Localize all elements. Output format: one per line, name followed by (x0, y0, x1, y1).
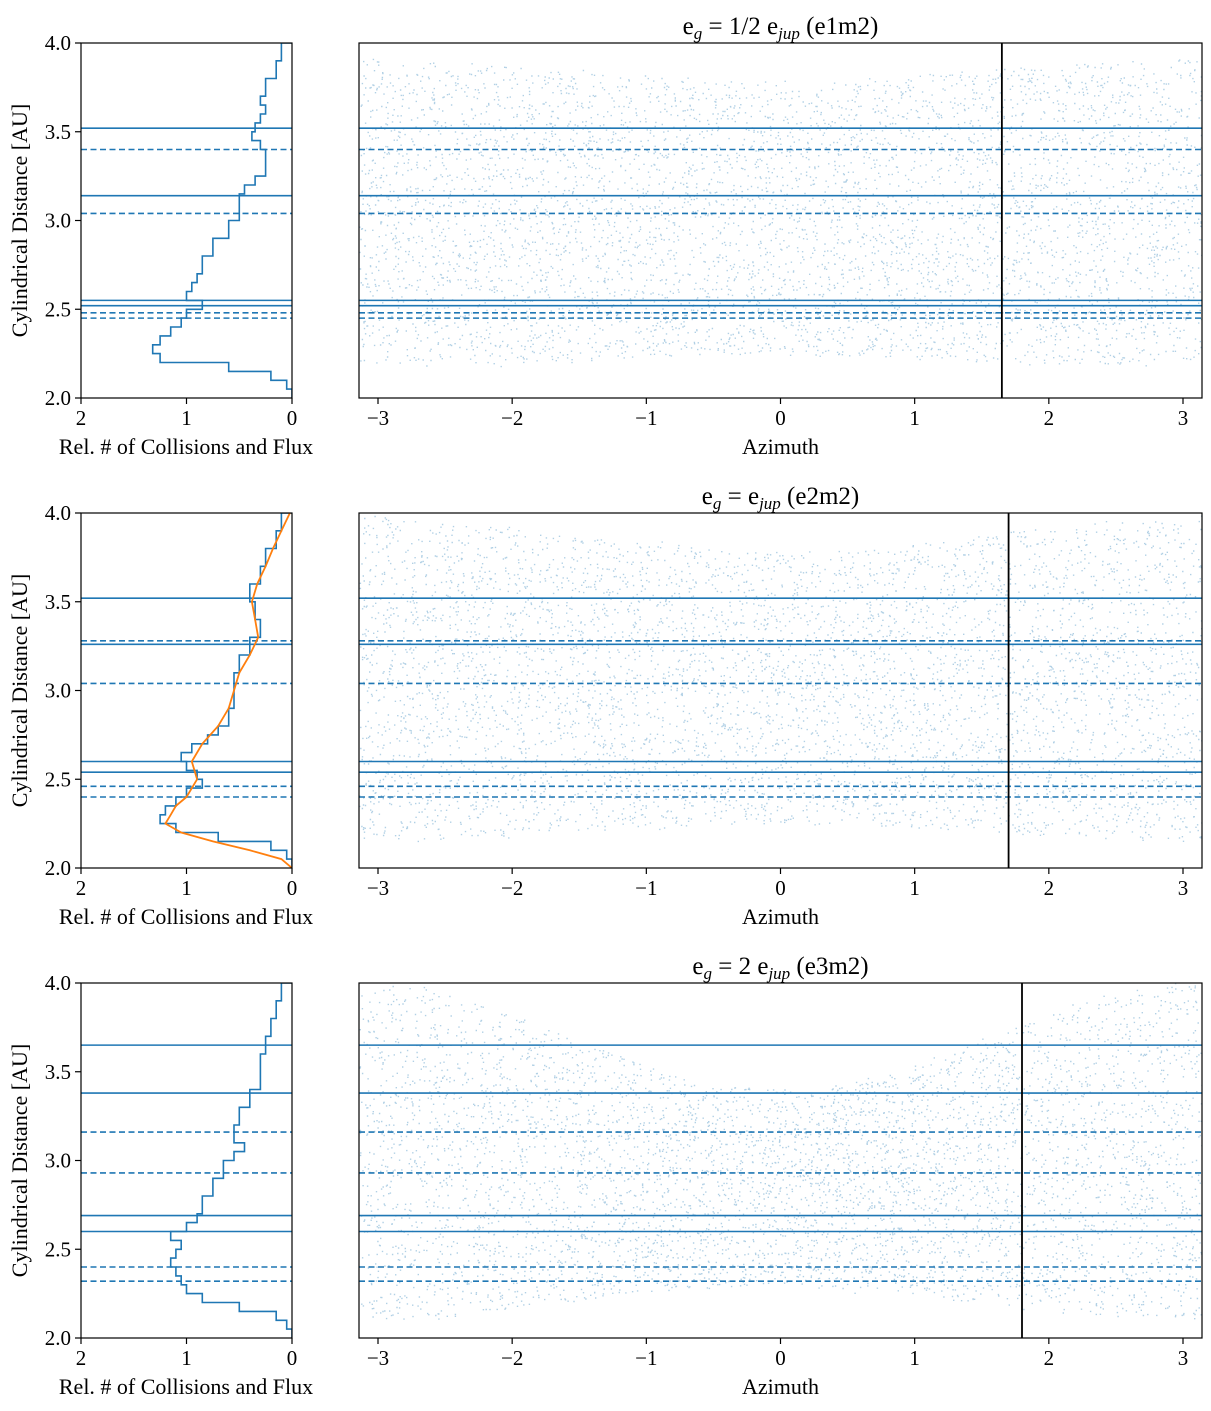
x-tick-label: 0 (287, 1346, 298, 1370)
x-tick-label: −2 (501, 1346, 523, 1370)
y-tick-label: 3.0 (45, 1149, 71, 1173)
y-tick-label: 2.5 (45, 297, 71, 321)
y-axis-label: Cylindrical Distance [AU] (7, 1044, 32, 1277)
y-tick-label: 3.0 (45, 679, 71, 703)
y-tick-label: 3.5 (45, 120, 71, 144)
y-tick-label: 3.0 (45, 209, 71, 233)
y-tick-label: 4.0 (45, 971, 71, 995)
x-tick-label: 2 (76, 1346, 87, 1370)
y-tick-label: 2.0 (45, 1326, 71, 1350)
y-tick-label: 4.0 (45, 31, 71, 55)
x-tick-label: 1 (181, 876, 192, 900)
plot-area (359, 513, 1202, 868)
x-tick-label: 1 (181, 1346, 192, 1370)
x-tick-label: −1 (635, 876, 657, 900)
panel-title: eg = 1/2 ejup (e1m2) (683, 13, 879, 43)
flux-fit-curve (164, 513, 292, 868)
x-axis-label: Rel. # of Collisions and Flux (59, 1374, 313, 1399)
y-tick-label: 3.5 (45, 590, 71, 614)
x-axis-label: Azimuth (742, 904, 819, 929)
y-tick-label: 4.0 (45, 501, 71, 525)
x-tick-label: 0 (287, 876, 298, 900)
x-tick-label: 2 (76, 876, 87, 900)
y-axis-label: Cylindrical Distance [AU] (7, 574, 32, 807)
x-axis-label: Rel. # of Collisions and Flux (59, 434, 313, 459)
panel-title: eg = ejup (e2m2) (702, 483, 860, 513)
azimuth-panel-0: −3 −2 −1 0 1 2 3 Azimuth eg = 1/2 ejup (e1m2) (358, 13, 1203, 459)
axes-frame (358, 982, 1203, 1339)
plot-area (81, 513, 292, 868)
y-tick-label: 2.0 (45, 386, 71, 410)
x-axis-label: Azimuth (742, 434, 819, 459)
scatter-points (359, 983, 1202, 1320)
histogram-panel-1: 2 1 0 2.0 2.5 3.0 3.5 4.0 Cylindrical Distance [… (7, 501, 313, 929)
axes-frame (358, 42, 1203, 399)
y-tick-label: 3.5 (45, 1060, 71, 1084)
plot-area (81, 43, 292, 398)
azimuth-panel-1: −3 −2 −1 0 1 2 3 Azimuth eg = ejup (e2m2) (358, 483, 1203, 929)
y-axis-label: Cylindrical Distance [AU] (7, 104, 32, 337)
x-tick-label: 1 (909, 1346, 920, 1370)
x-tick-label: 0 (775, 406, 786, 430)
x-tick-label: 2 (1044, 876, 1055, 900)
x-axis-label: Azimuth (742, 1374, 819, 1399)
x-tick-label: 0 (775, 876, 786, 900)
azimuth-panel-2: −3 −2 −1 0 1 2 3 Azimuth eg = 2 ejup (e3m2) (358, 953, 1203, 1399)
plot-area (81, 983, 292, 1338)
x-tick-label: −3 (367, 876, 389, 900)
x-tick-label: 2 (1044, 1346, 1055, 1370)
scatter-points (359, 515, 1202, 843)
x-tick-label: 3 (1178, 406, 1189, 430)
histogram-panel-2: 2 1 0 2.0 2.5 3.0 3.5 4.0 Cylindrical Distance [… (7, 971, 313, 1399)
x-tick-label: 2 (1044, 406, 1055, 430)
x-tick-label: −3 (367, 1346, 389, 1370)
x-tick-label: 1 (909, 406, 920, 430)
x-tick-label: 0 (775, 1346, 786, 1370)
plot-area (359, 983, 1202, 1338)
x-axis-label: Rel. # of Collisions and Flux (59, 904, 313, 929)
x-tick-label: 0 (287, 406, 298, 430)
x-tick-label: −1 (635, 406, 657, 430)
plot-area (359, 43, 1202, 398)
x-tick-label: 1 (909, 876, 920, 900)
panel-title: eg = 2 ejup (e3m2) (692, 953, 868, 983)
x-tick-label: −2 (501, 406, 523, 430)
y-tick-label: 2.5 (45, 1237, 71, 1261)
x-tick-label: −1 (635, 1346, 657, 1370)
histogram-step-line (159, 513, 292, 868)
x-tick-label: −3 (367, 406, 389, 430)
histogram-step-line (169, 983, 292, 1338)
scatter-points (359, 58, 1202, 368)
histogram-step-line (151, 43, 292, 398)
x-tick-label: 2 (76, 406, 87, 430)
histogram-panel-0: 2 1 0 2.0 2.5 3.0 3.5 4.0 Cylindrical Distance [… (7, 31, 313, 459)
x-tick-label: −2 (501, 876, 523, 900)
y-tick-label: 2.5 (45, 767, 71, 791)
x-tick-label: 3 (1178, 876, 1189, 900)
x-tick-label: 3 (1178, 1346, 1189, 1370)
y-tick-label: 2.0 (45, 856, 71, 880)
x-tick-label: 1 (181, 406, 192, 430)
